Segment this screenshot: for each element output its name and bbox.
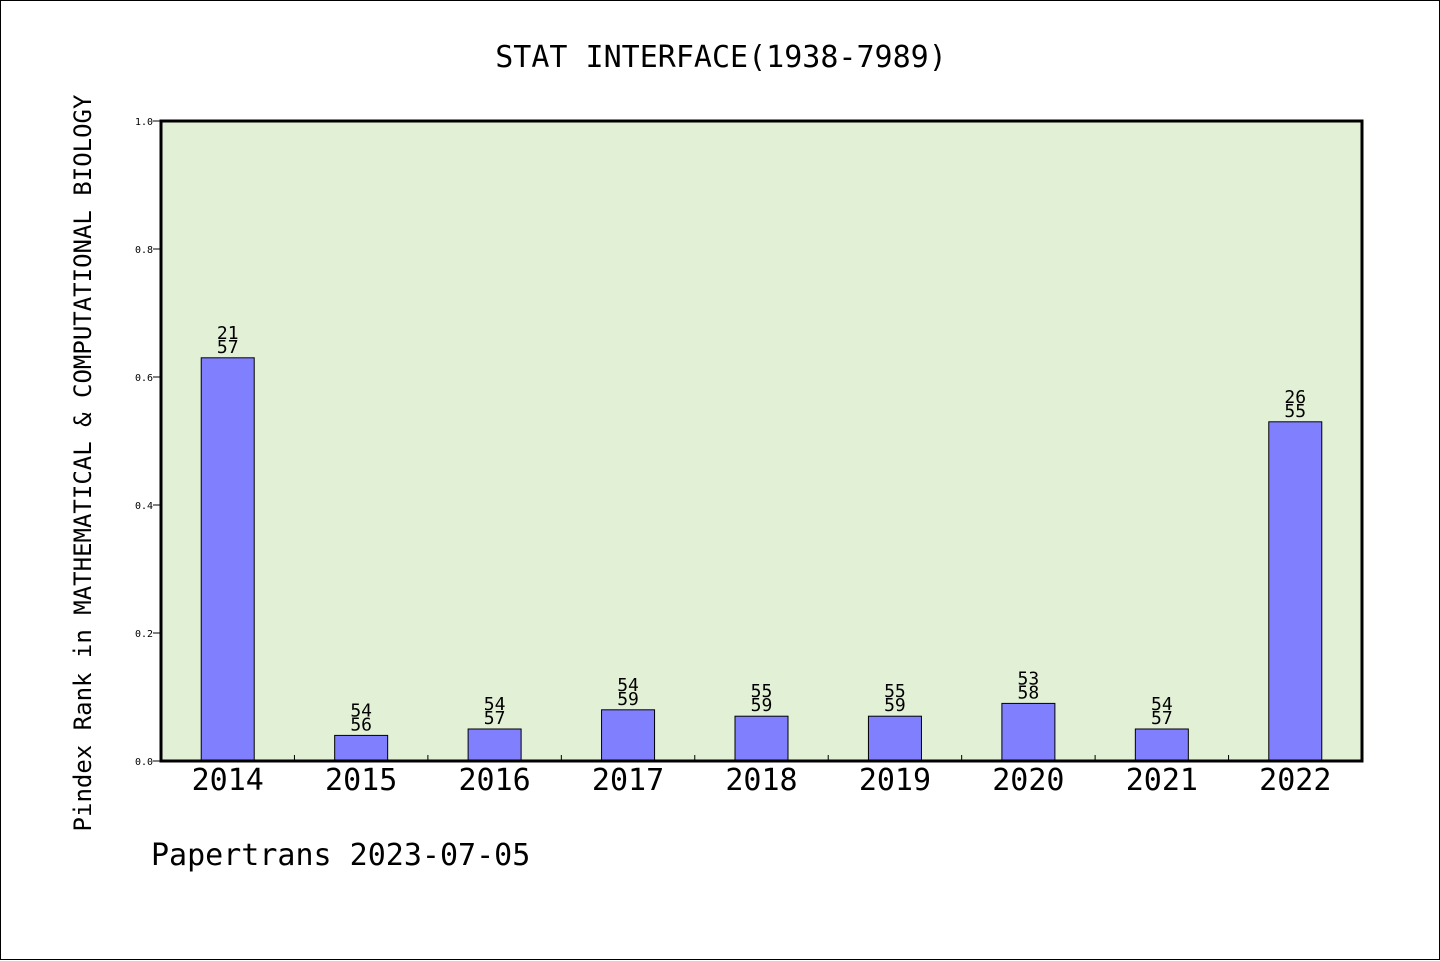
chart-title: STAT INTERFACE(1938-7989): [495, 40, 947, 75]
plot-border: [159, 119, 1364, 763]
bar-label-top: 55: [884, 681, 906, 702]
bar-2017: [601, 709, 656, 762]
x-tick-label: 2016: [458, 763, 530, 798]
x-tick-label: 2022: [1259, 763, 1331, 798]
x-tick-label: 2020: [992, 763, 1064, 798]
y-axis-label: Pindex Rank in MATHEMATICAL & COMPUTATIO…: [69, 94, 97, 831]
x-axis-tick-labels: 2014 2015 2016 2017 2018 2019 2020 2021 2022: [192, 763, 1332, 798]
bar-label-top: 21: [217, 323, 239, 344]
y-tick-label: 0.2: [135, 629, 153, 640]
bar-label-bottom: 55: [1284, 401, 1306, 422]
bar-label-top: 54: [484, 694, 506, 715]
bar-label-bottom: 57: [217, 337, 239, 358]
bar-2019: [867, 715, 922, 762]
bar-2015: [334, 734, 389, 762]
y-tick-label: 1.0: [135, 117, 153, 128]
bar-label-top: 26: [1284, 387, 1306, 408]
y-tick-label: 0.0: [135, 757, 153, 768]
y-tick-label: 0.8: [135, 245, 153, 256]
x-tick-label: 2017: [592, 763, 664, 798]
bar-label-bottom: 57: [1151, 708, 1173, 729]
bar-label-bottom: 56: [350, 714, 372, 735]
bar-label-top: 54: [1151, 694, 1173, 715]
x-tick-label: 2019: [859, 763, 931, 798]
bar-2021: [1134, 728, 1189, 762]
bar-label-top: 54: [617, 675, 639, 696]
bar-label-bottom: 59: [751, 695, 773, 716]
bar-2014: [200, 357, 255, 762]
bar-label-bottom: 57: [484, 708, 506, 729]
bar-label-bottom: 59: [884, 695, 906, 716]
x-tick-label: 2014: [192, 763, 264, 798]
bar-label-bottom: 59: [617, 689, 639, 710]
bar-2022: [1268, 421, 1323, 762]
bar-label-top: 55: [751, 681, 773, 702]
bar-label-top: 53: [1018, 668, 1040, 689]
y-axis-ticks: 0.0 0.2 0.4 0.6 0.8 1.0: [135, 117, 161, 768]
x-tick-label: 2018: [725, 763, 797, 798]
bar-2020: [1001, 702, 1056, 762]
bar-2018: [734, 715, 789, 762]
bar-label-top: 54: [350, 700, 372, 721]
y-tick-label: 0.4: [135, 501, 153, 512]
bar-series: [200, 357, 1323, 762]
footer-text: Papertrans 2023-07-05: [151, 838, 530, 873]
plot-area: [161, 121, 1362, 761]
bar-2016: [467, 728, 522, 762]
x-tick-label: 2021: [1126, 763, 1198, 798]
bar-label-bottom: 58: [1018, 682, 1040, 703]
x-tick-label: 2015: [325, 763, 397, 798]
y-tick-label: 0.6: [135, 373, 153, 384]
